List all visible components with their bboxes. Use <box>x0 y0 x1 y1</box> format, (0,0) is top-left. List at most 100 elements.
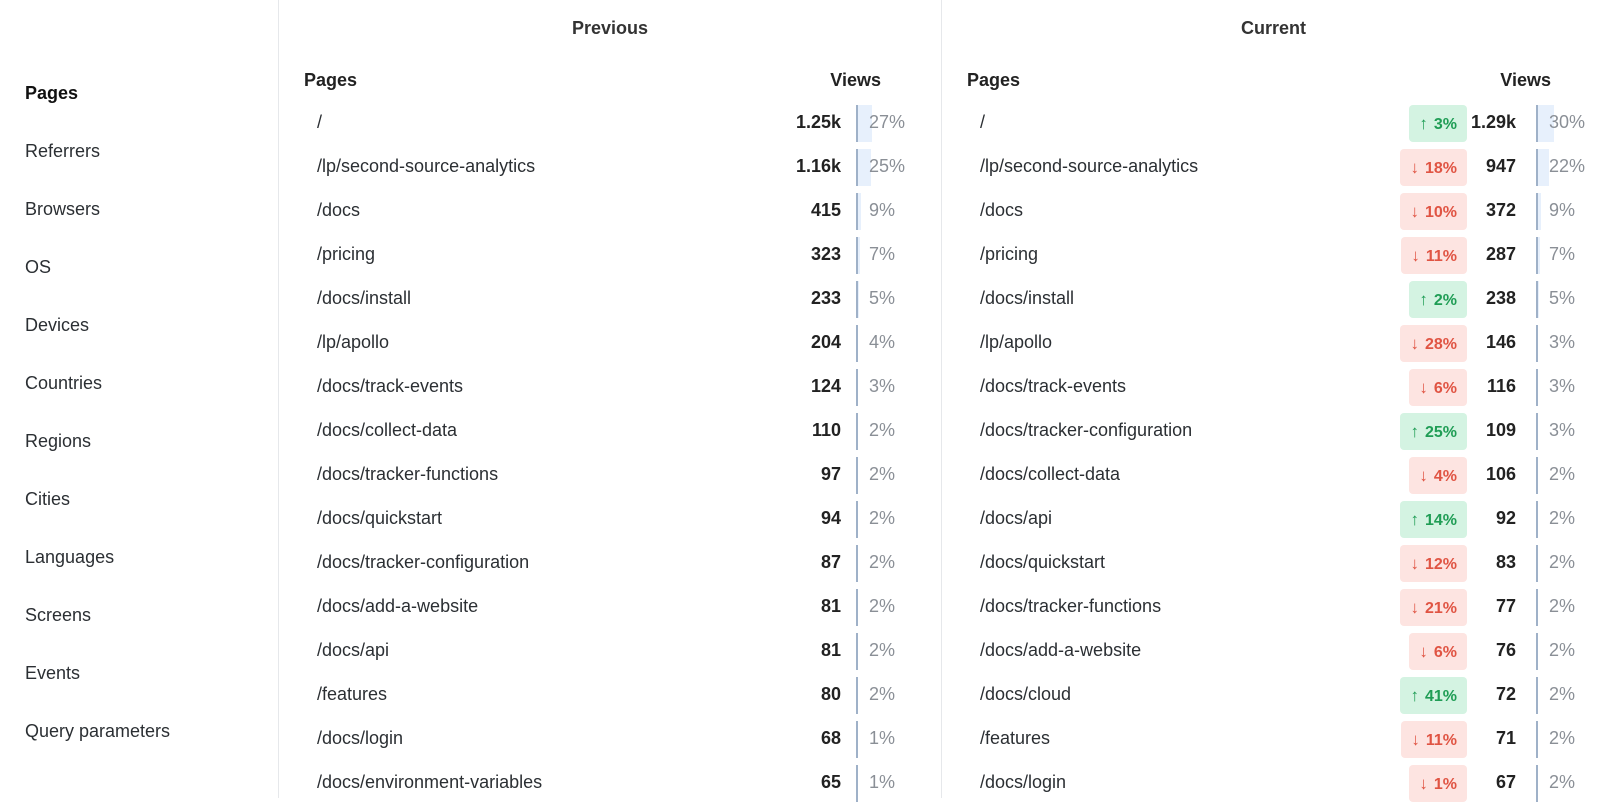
table-row[interactable]: /docs/cloud ↑ 41% 72 2% <box>942 674 1605 718</box>
share-percent: 2% <box>869 420 896 440</box>
page-path[interactable]: /lp/apollo <box>980 332 1053 352</box>
table-row[interactable]: /pricing 323 7% <box>279 234 941 278</box>
page-path[interactable]: /features <box>980 728 1051 748</box>
page-path[interactable]: /docs/quickstart <box>317 508 443 528</box>
table-row[interactable]: /lp/apollo ↓ 28% 146 3% <box>942 322 1605 366</box>
views-count: 146 <box>1485 332 1516 352</box>
sidebar-item-referrers[interactable]: Referrers <box>25 141 101 161</box>
table-row[interactable]: /docs/tracker-functions 97 2% <box>279 454 941 498</box>
share-bar <box>856 545 858 582</box>
table-row[interactable]: /lp/second-source-analytics 1.16k 25% <box>279 146 941 190</box>
sidebar-item-browsers[interactable]: Browsers <box>25 199 101 219</box>
sidebar-item-events[interactable]: Events <box>25 663 81 683</box>
page-path[interactable]: /docs/api <box>317 640 390 660</box>
table-row[interactable]: /features ↓ 11% 71 2% <box>942 718 1605 762</box>
arrow-down-icon: ↓ <box>1419 774 1428 793</box>
sidebar-item-devices[interactable]: Devices <box>25 315 90 335</box>
table-row[interactable]: / 1.25k 27% <box>279 102 941 146</box>
table-row[interactable]: /docs/login 68 1% <box>279 718 941 762</box>
sidebar-item-pages[interactable]: Pages <box>25 83 79 103</box>
arrow-down-icon: ↓ <box>1410 202 1419 221</box>
sidebar-item-os[interactable]: OS <box>25 257 52 277</box>
page-path[interactable]: /docs/collect-data <box>317 420 458 440</box>
table-row[interactable]: /docs 415 9% <box>279 190 941 234</box>
table-row[interactable]: /docs/tracker-functions ↓ 21% 77 2% <box>942 586 1605 630</box>
page-path[interactable]: /docs <box>980 200 1024 220</box>
sidebar-item-screens[interactable]: Screens <box>25 605 92 625</box>
page-path[interactable]: /docs/login <box>317 728 404 748</box>
table-row[interactable]: /docs/install ↑ 2% 238 5% <box>942 278 1605 322</box>
table-row[interactable]: /docs/login ↓ 1% 67 2% <box>942 762 1605 806</box>
table-row[interactable]: /lp/second-source-analytics ↓ 18% 947 22% <box>942 146 1605 190</box>
share-bar <box>856 457 858 494</box>
views-count: 92 <box>1495 508 1516 528</box>
sidebar-item-query-parameters[interactable]: Query parameters <box>25 721 171 741</box>
page-path[interactable]: /lp/apollo <box>317 332 390 352</box>
share-percent: 2% <box>869 464 896 484</box>
current-pages-header: Pages <box>967 69 1021 90</box>
share-bar <box>856 193 861 230</box>
table-row[interactable]: /docs/add-a-website 81 2% <box>279 586 941 630</box>
share-percent: 22% <box>1549 156 1586 176</box>
change-value: 28% <box>1424 336 1457 353</box>
page-path[interactable]: /lp/second-source-analytics <box>317 156 536 176</box>
change-badge: ↑ 25% <box>1400 413 1467 450</box>
change-badge: ↓ 10% <box>1400 193 1467 230</box>
page-path[interactable]: /docs/add-a-website <box>980 640 1142 660</box>
page-path[interactable]: /docs/cloud <box>980 684 1072 704</box>
share-bar <box>856 237 860 274</box>
page-path[interactable]: /docs/collect-data <box>980 464 1121 484</box>
sidebar-item-countries[interactable]: Countries <box>25 373 103 393</box>
sidebar-item-cities[interactable]: Cities <box>25 489 71 509</box>
page-path[interactable]: /pricing <box>980 244 1039 264</box>
table-row[interactable]: /docs/collect-data 110 2% <box>279 410 941 454</box>
arrow-down-icon: ↓ <box>1410 554 1419 573</box>
table-row[interactable]: /features 80 2% <box>279 674 941 718</box>
sidebar-item-regions[interactable]: Regions <box>25 431 92 451</box>
page-path[interactable]: / <box>317 112 323 132</box>
table-row[interactable]: /docs/collect-data ↓ 4% 106 2% <box>942 454 1605 498</box>
table-row[interactable]: /docs/install 233 5% <box>279 278 941 322</box>
share-percent: 7% <box>869 244 896 264</box>
table-row[interactable]: /docs/api 81 2% <box>279 630 941 674</box>
table-row[interactable]: /docs ↓ 10% 372 9% <box>942 190 1605 234</box>
page-path[interactable]: /docs/environment-variables <box>317 772 543 792</box>
page-path[interactable]: /pricing <box>317 244 376 264</box>
change-value: 41% <box>1424 688 1457 705</box>
page-path[interactable]: /docs/install <box>980 288 1075 308</box>
table-row[interactable]: /docs/environment-variables 65 1% <box>279 762 941 806</box>
table-row[interactable]: /docs/quickstart ↓ 12% 83 2% <box>942 542 1605 586</box>
sidebar-item-languages[interactable]: Languages <box>25 547 115 567</box>
share-bar <box>856 105 872 142</box>
arrow-down-icon: ↓ <box>1419 378 1428 397</box>
page-path[interactable]: /docs/add-a-website <box>317 596 479 616</box>
page-path[interactable]: /lp/second-source-analytics <box>980 156 1199 176</box>
table-row[interactable]: /lp/apollo 204 4% <box>279 322 941 366</box>
table-row[interactable]: / ↑ 3% 1.29k 30% <box>942 102 1605 146</box>
table-row[interactable]: /docs/tracker-configuration ↑ 25% 109 3% <box>942 410 1605 454</box>
page-path[interactable]: /docs/install <box>317 288 412 308</box>
page-path[interactable]: /docs/tracker-configuration <box>317 552 530 572</box>
page-path[interactable]: /docs/tracker-functions <box>980 596 1162 616</box>
table-row[interactable]: /docs/api ↑ 14% 92 2% <box>942 498 1605 542</box>
page-path[interactable]: / <box>980 112 986 132</box>
share-bar <box>856 721 858 758</box>
table-row[interactable]: /pricing ↓ 11% 287 7% <box>942 234 1605 278</box>
table-row[interactable]: /docs/quickstart 94 2% <box>279 498 941 542</box>
page-path[interactable]: /features <box>317 684 388 704</box>
page-path[interactable]: /docs/quickstart <box>980 552 1106 572</box>
change-value: 3% <box>1433 116 1457 133</box>
table-row[interactable]: /docs/track-events ↓ 6% 116 3% <box>942 366 1605 410</box>
share-bar <box>856 501 858 538</box>
table-row[interactable]: /docs/add-a-website ↓ 6% 76 2% <box>942 630 1605 674</box>
page-path[interactable]: /docs <box>317 200 361 220</box>
views-count: 81 <box>820 640 841 660</box>
table-row[interactable]: /docs/track-events 124 3% <box>279 366 941 410</box>
page-path[interactable]: /docs/login <box>980 772 1067 792</box>
page-path[interactable]: /docs/track-events <box>980 376 1127 396</box>
page-path[interactable]: /docs/tracker-functions <box>317 464 499 484</box>
table-row[interactable]: /docs/tracker-configuration 87 2% <box>279 542 941 586</box>
page-path[interactable]: /docs/tracker-configuration <box>980 420 1193 440</box>
page-path[interactable]: /docs/api <box>980 508 1053 528</box>
page-path[interactable]: /docs/track-events <box>317 376 464 396</box>
